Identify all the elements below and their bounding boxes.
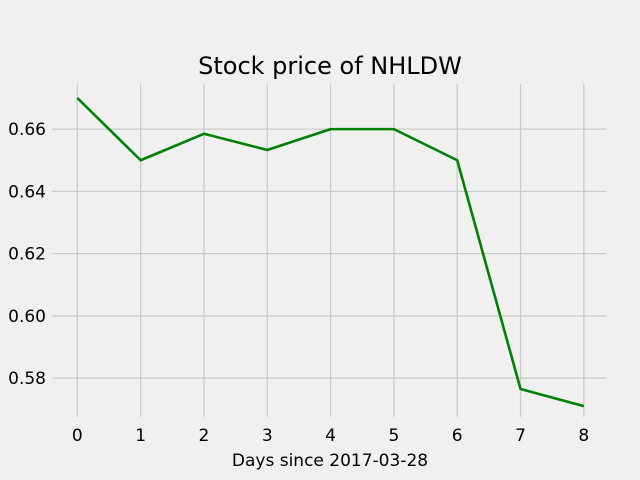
y-tick-label: 0.66 [8,120,46,140]
x-tick-label: 5 [388,426,399,446]
x-tick-label: 0 [72,426,83,446]
y-tick-label: 0.64 [8,182,46,202]
y-tick-labels: 0.58 0.60 0.62 0.64 0.66 [8,120,46,389]
x-tick-labels: 0 1 2 3 4 5 6 7 8 [72,426,589,446]
x-tick-label: 2 [199,426,210,446]
y-tick-label: 0.58 [8,369,46,389]
x-tick-label: 8 [578,426,589,446]
chart-title: Stock price of NHLDW [198,52,462,80]
y-tick-label: 0.60 [8,307,46,327]
x-tick-label: 1 [135,426,146,446]
x-tick-label: 4 [325,426,336,446]
x-axis-label: Days since 2017-03-28 [232,451,428,471]
x-tick-label: 7 [515,426,526,446]
series-layer [76,97,585,408]
x-tick-label: 3 [262,426,273,446]
x-tick-label: 6 [452,426,463,446]
x-grid [76,84,585,417]
price-line [76,97,585,408]
y-tick-label: 0.62 [8,245,46,265]
